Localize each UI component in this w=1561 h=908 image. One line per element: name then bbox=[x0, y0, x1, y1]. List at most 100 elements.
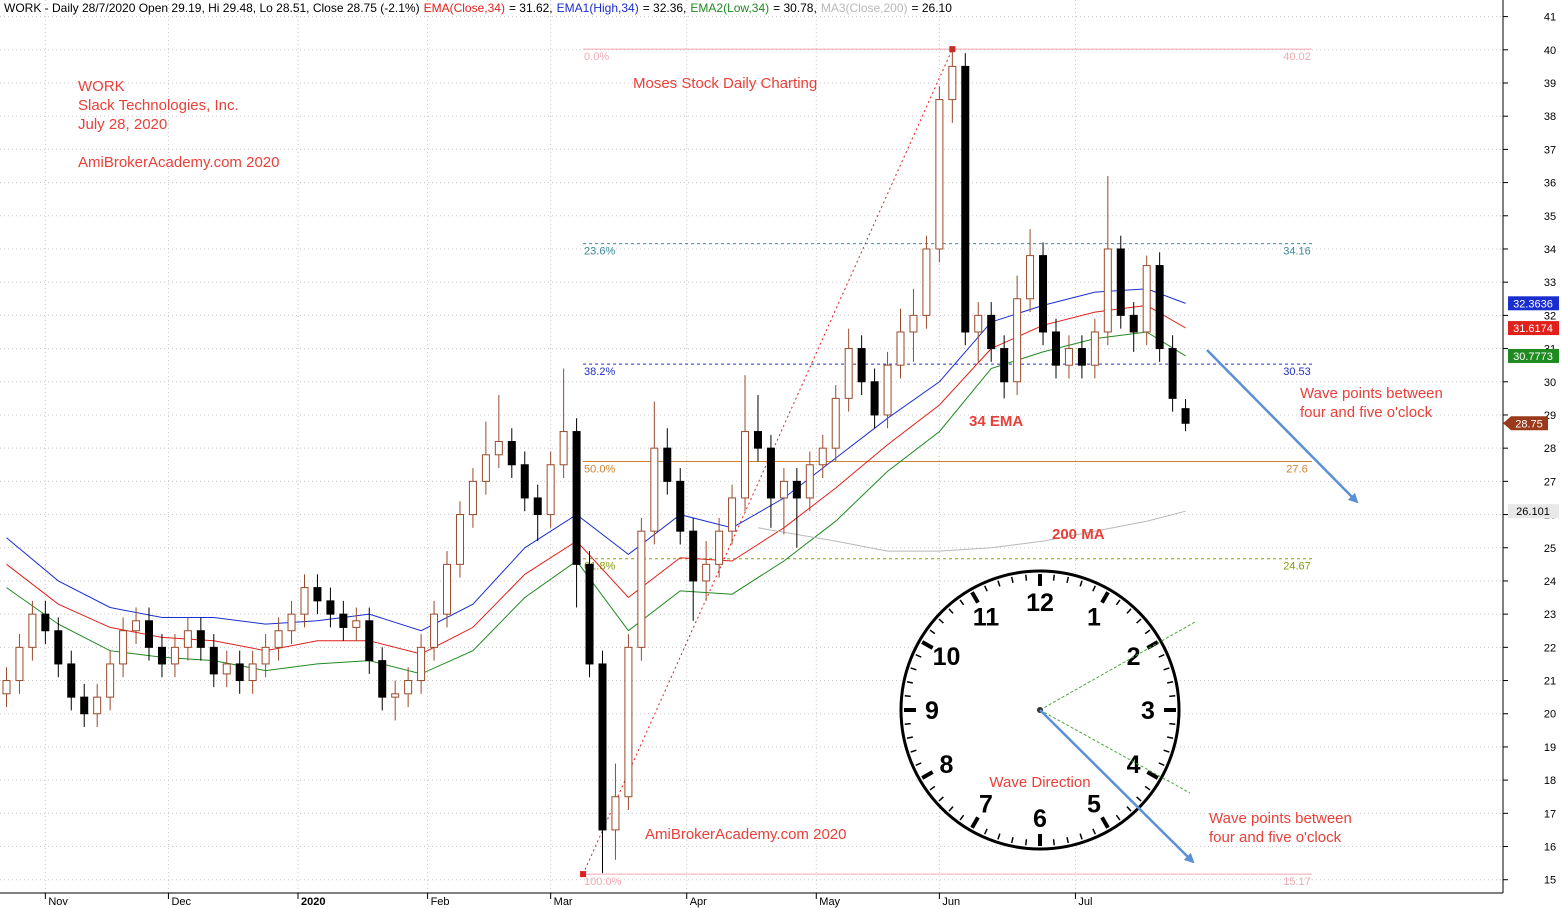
candle-body bbox=[106, 663, 115, 698]
clock-ticks: 121234567891011 bbox=[904, 574, 1176, 846]
clock-tick bbox=[1144, 629, 1151, 635]
clock-tick bbox=[1158, 653, 1165, 658]
clock-tick bbox=[1167, 680, 1174, 684]
candle-body bbox=[1013, 298, 1022, 383]
candle-body bbox=[157, 646, 166, 665]
y-tick-label: 36 bbox=[1544, 178, 1556, 190]
candle-body bbox=[430, 613, 439, 648]
fib-value: 15.17 bbox=[1283, 876, 1311, 888]
candle-body bbox=[417, 646, 426, 682]
fib-label: 0.0% bbox=[584, 51, 609, 63]
y-tick-label: 34 bbox=[1544, 244, 1556, 256]
wave-note: four and five o'clock bbox=[1300, 404, 1433, 421]
x-tick-label: Nov bbox=[48, 896, 68, 908]
candle-body bbox=[520, 464, 529, 499]
fib-value: 27.6 bbox=[1286, 463, 1307, 475]
grid bbox=[0, 0, 1503, 893]
clock-number: 12 bbox=[1026, 589, 1054, 617]
candle-body bbox=[339, 613, 348, 628]
clock-number: 11 bbox=[973, 603, 1000, 631]
clock-number: 3 bbox=[1141, 697, 1155, 725]
candle-body bbox=[326, 600, 335, 615]
clock-tick bbox=[1158, 762, 1165, 767]
clock-tick bbox=[904, 695, 911, 698]
clock-tick bbox=[1146, 640, 1159, 650]
clock-tick bbox=[1115, 599, 1121, 606]
candle-body bbox=[352, 620, 361, 628]
candle-body bbox=[974, 314, 983, 333]
clock-tick bbox=[1146, 770, 1159, 780]
candle-body bbox=[987, 314, 996, 350]
candle-body bbox=[715, 530, 724, 565]
candle-body bbox=[883, 364, 892, 416]
y-tick-label: 33 bbox=[1544, 277, 1556, 289]
clock-hand bbox=[1039, 709, 1191, 794]
clock-tick bbox=[929, 629, 936, 635]
candle-body bbox=[67, 663, 76, 698]
candle-body bbox=[481, 454, 490, 482]
candle-body bbox=[831, 397, 840, 449]
candle-body bbox=[948, 65, 957, 101]
y-tick-label: 17 bbox=[1544, 808, 1556, 820]
clock-tick bbox=[915, 653, 922, 658]
candle-body bbox=[844, 348, 853, 399]
legend-value: = 32.36, bbox=[643, 1, 687, 15]
candle-body bbox=[2, 680, 11, 695]
candle-body bbox=[533, 497, 542, 516]
candle-body bbox=[132, 620, 141, 632]
y-tick-label: 25 bbox=[1544, 543, 1556, 555]
candle-body bbox=[870, 381, 879, 416]
candle-body bbox=[145, 620, 154, 648]
clock-number: 7 bbox=[979, 791, 993, 819]
clock-tick bbox=[1100, 816, 1110, 829]
clock-tick bbox=[915, 762, 922, 767]
x-tick-label: Mar bbox=[554, 896, 573, 908]
clock-tick bbox=[1079, 580, 1083, 587]
clock-tick bbox=[1010, 837, 1014, 844]
fib-point bbox=[580, 871, 587, 878]
candle-body bbox=[637, 530, 646, 648]
candle-body bbox=[598, 663, 607, 831]
indicator-line bbox=[6, 304, 1186, 655]
price-tag bbox=[1503, 416, 1548, 431]
price-tag-label: 30.7773 bbox=[1513, 351, 1553, 363]
candle-body bbox=[80, 696, 89, 715]
clock-tick bbox=[1163, 749, 1170, 753]
candle-body bbox=[28, 613, 37, 648]
clock-tick bbox=[1126, 806, 1132, 812]
legend-value: = 30.78, bbox=[773, 1, 817, 15]
clock-tick bbox=[997, 580, 1001, 587]
candle-body bbox=[41, 613, 50, 632]
header-info: WORK - Daily 28/7/2020 Open 29.19, Hi 29… bbox=[4, 1, 420, 15]
legend-value: = 31.62, bbox=[509, 1, 553, 15]
candle-body bbox=[455, 514, 464, 565]
candle-body bbox=[624, 646, 633, 798]
clock-tick bbox=[1066, 576, 1070, 583]
price-tag-label: 28.75 bbox=[1515, 418, 1543, 430]
candle-body bbox=[287, 613, 296, 632]
clock-tick bbox=[1169, 722, 1176, 725]
clock-tick bbox=[1092, 828, 1097, 835]
clock-tick bbox=[1115, 814, 1121, 821]
candle-body bbox=[93, 696, 102, 715]
clock-tick bbox=[1136, 796, 1142, 802]
clock-tick bbox=[1010, 576, 1014, 583]
clock-tick bbox=[948, 806, 954, 812]
candle-body bbox=[572, 431, 581, 565]
y-tick-label: 35 bbox=[1544, 211, 1556, 223]
candle-body bbox=[1090, 331, 1099, 366]
candle-body bbox=[1129, 314, 1138, 333]
price-tag-label: 32.3636 bbox=[1513, 298, 1553, 310]
clock-tick bbox=[1167, 736, 1174, 740]
date: July 28, 2020 bbox=[78, 116, 167, 133]
candle-body bbox=[1064, 348, 1073, 366]
wave-note: four and five o'clock bbox=[1209, 829, 1342, 846]
x-tick-label: Jun bbox=[942, 896, 960, 908]
candle-body bbox=[300, 587, 309, 615]
indicator-line bbox=[6, 288, 1186, 632]
legend-name: EMA(Close,34) bbox=[424, 1, 505, 15]
candle-body bbox=[650, 447, 659, 532]
candle-body bbox=[443, 563, 452, 615]
y-tick-label: 21 bbox=[1544, 676, 1556, 688]
clock-number: 9 bbox=[925, 697, 939, 725]
